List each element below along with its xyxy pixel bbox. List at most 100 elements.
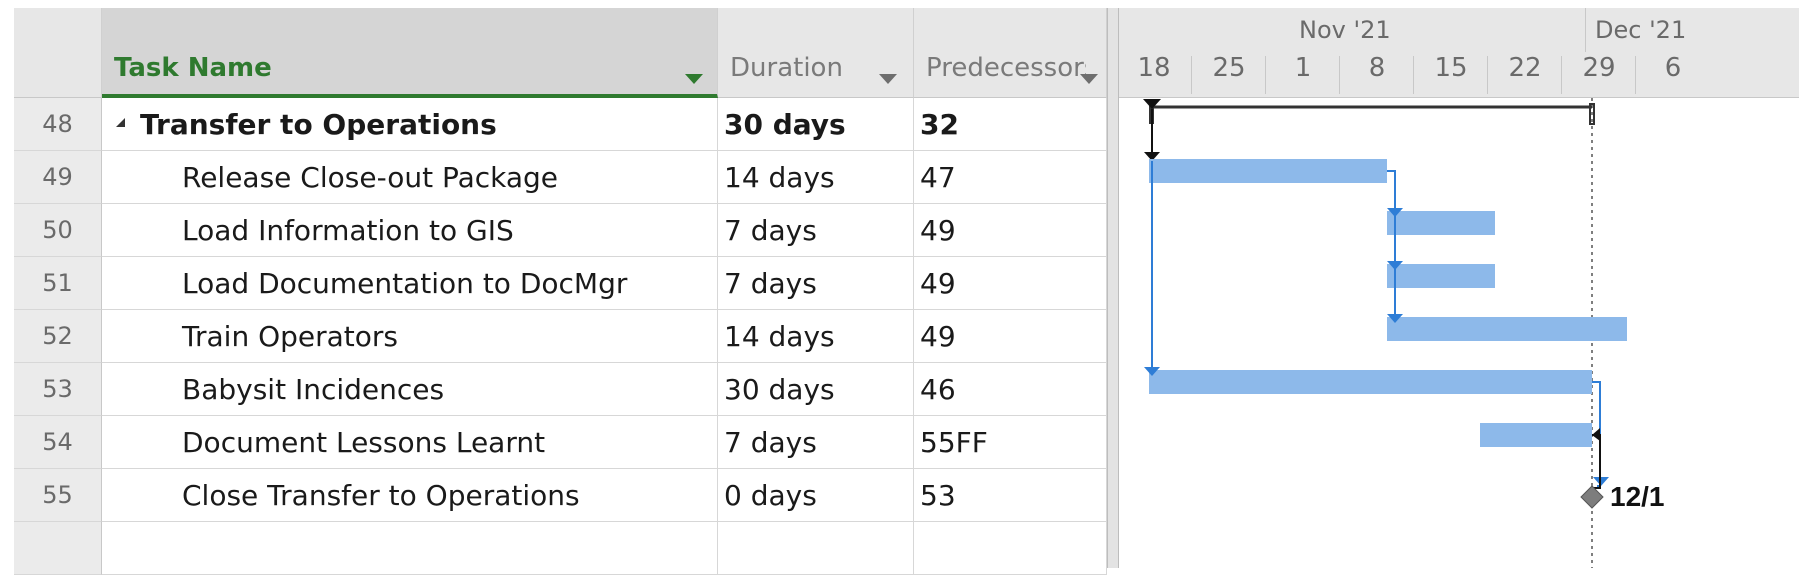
row-number[interactable]: 49 xyxy=(14,151,102,204)
week-tick xyxy=(1265,56,1266,94)
row-number[interactable]: 48 xyxy=(14,98,102,151)
gantt-bars-svg: 12/1 xyxy=(1143,98,1665,568)
week-tick xyxy=(1191,56,1192,94)
dependency-links xyxy=(1151,161,1601,487)
table-row[interactable]: 55 Close Transfer to Operations 0 days 5… xyxy=(14,469,1107,522)
week-label: 25 xyxy=(1212,53,1246,83)
task-name-cell[interactable]: Document Lessons Learnt xyxy=(102,416,718,469)
week-tick xyxy=(1487,56,1488,94)
duration-cell[interactable]: 7 days xyxy=(718,416,914,469)
timescale-header[interactable]: Nov '21 Dec '21 18 25 1 8 15 22 29 6 xyxy=(1119,8,1799,98)
predecessors-header-label: Predecessors xyxy=(926,53,1086,83)
week-tick xyxy=(1561,56,1562,94)
predecessors-cell[interactable]: 49 xyxy=(914,310,1107,363)
table-row[interactable]: 48 Transfer to Operations 30 days 32 xyxy=(14,98,1107,151)
task-name-cell[interactable]: Release Close-out Package xyxy=(102,151,718,204)
table-row[interactable]: 49 Release Close-out Package 14 days 47 xyxy=(14,151,1107,204)
task-name-text: Load Information to GIS xyxy=(182,214,514,247)
collapse-triangle-icon[interactable] xyxy=(116,118,125,127)
duration-cell[interactable]: 0 days xyxy=(718,469,914,522)
week-label: 6 xyxy=(1664,53,1682,83)
task-sheet: Task Name Duration Predecessors 48 Trans… xyxy=(14,8,1107,575)
duration-filter-dropdown-icon[interactable] xyxy=(879,74,897,84)
row-number-header[interactable] xyxy=(14,8,102,98)
task-name-filter-dropdown-icon[interactable] xyxy=(685,74,703,84)
row-number[interactable]: 52 xyxy=(14,310,102,363)
week-label: 15 xyxy=(1434,53,1468,83)
predecessors-cell[interactable]: 49 xyxy=(914,204,1107,257)
week-label: 29 xyxy=(1582,53,1616,83)
task-name-cell[interactable]: Close Transfer to Operations xyxy=(102,469,718,522)
duration-header-label: Duration xyxy=(730,53,843,83)
dependency-arrowheads xyxy=(1144,208,1609,486)
task-name-column-header[interactable]: Task Name xyxy=(102,8,718,98)
week-tick xyxy=(1339,56,1340,94)
predecessors-filter-dropdown-icon[interactable] xyxy=(1080,74,1098,84)
view-splitter[interactable] xyxy=(1107,8,1119,568)
task-name-cell[interactable]: Train Operators xyxy=(102,310,718,363)
predecessors-cell[interactable] xyxy=(914,522,1107,575)
task-bar-53[interactable] xyxy=(1149,370,1592,394)
predecessors-cell[interactable]: 32 xyxy=(914,98,1107,151)
task-name-header-label: Task Name xyxy=(114,53,272,83)
task-bar-49[interactable] xyxy=(1149,159,1387,183)
month-label-dec: Dec '21 xyxy=(1595,16,1687,44)
task-name-text: Train Operators xyxy=(182,320,399,353)
week-label: 22 xyxy=(1508,53,1542,83)
predecessors-cell[interactable]: 46 xyxy=(914,363,1107,416)
task-name-cell[interactable]: Babysit Incidences xyxy=(102,363,718,416)
table-row[interactable]: 51 Load Documentation to DocMgr 7 days 4… xyxy=(14,257,1107,310)
month-label-nov: Nov '21 xyxy=(1299,16,1391,44)
task-bar-50[interactable] xyxy=(1387,211,1495,235)
row-number[interactable] xyxy=(14,522,102,575)
task-bar-54[interactable] xyxy=(1480,423,1592,447)
row-number[interactable]: 50 xyxy=(14,204,102,257)
table-row[interactable]: 54 Document Lessons Learnt 7 days 55FF xyxy=(14,416,1107,469)
ff-arrow-icon xyxy=(1592,428,1600,441)
week-label: 1 xyxy=(1294,53,1312,83)
task-bar-51[interactable] xyxy=(1387,264,1495,288)
week-label: 18 xyxy=(1137,53,1171,83)
task-bar-52[interactable] xyxy=(1387,317,1627,341)
duration-cell[interactable]: 30 days xyxy=(718,98,914,151)
gantt-chart: Nov '21 Dec '21 18 25 1 8 15 22 29 6 xyxy=(1119,8,1799,568)
predecessors-column-header[interactable]: Predecessors xyxy=(914,8,1107,98)
summary-bar-48[interactable] xyxy=(1143,99,1595,125)
duration-cell[interactable] xyxy=(718,522,914,575)
predecessors-cell[interactable]: 47 xyxy=(914,151,1107,204)
task-name-text: Close Transfer to Operations xyxy=(182,479,580,512)
task-name-cell[interactable]: Transfer to Operations xyxy=(102,98,718,151)
task-name-cell[interactable]: Load Documentation to DocMgr xyxy=(102,257,718,310)
table-row[interactable]: 52 Train Operators 14 days 49 xyxy=(14,310,1107,363)
table-row[interactable]: 50 Load Information to GIS 7 days 49 xyxy=(14,204,1107,257)
ms-project-window: Task Name Duration Predecessors 48 Trans… xyxy=(14,8,1799,575)
duration-cell[interactable]: 7 days xyxy=(718,257,914,310)
milestone-diamond-icon[interactable] xyxy=(1580,485,1604,509)
task-name-cell[interactable]: Load Information to GIS xyxy=(102,204,718,257)
table-row-empty[interactable] xyxy=(14,522,1107,575)
week-tick xyxy=(1635,56,1636,94)
row-number[interactable]: 55 xyxy=(14,469,102,522)
task-name-text: Document Lessons Learnt xyxy=(182,426,546,459)
row-number[interactable]: 51 xyxy=(14,257,102,310)
row-number[interactable]: 54 xyxy=(14,416,102,469)
week-tick xyxy=(1413,56,1414,94)
duration-column-header[interactable]: Duration xyxy=(718,8,914,98)
task-name-text: Transfer to Operations xyxy=(140,108,497,141)
week-label: 8 xyxy=(1368,53,1386,83)
month-divider xyxy=(1585,8,1586,52)
row-number[interactable]: 53 xyxy=(14,363,102,416)
link-arrow-icon xyxy=(1144,152,1160,161)
milestone-date-label: 12/1 xyxy=(1610,481,1665,512)
task-name-text: Load Documentation to DocMgr xyxy=(182,267,628,300)
table-row[interactable]: 53 Babysit Incidences 30 days 46 xyxy=(14,363,1107,416)
duration-cell[interactable]: 14 days xyxy=(718,151,914,204)
duration-cell[interactable]: 7 days xyxy=(718,204,914,257)
task-name-text: Release Close-out Package xyxy=(182,161,559,194)
duration-cell[interactable]: 14 days xyxy=(718,310,914,363)
task-name-cell[interactable] xyxy=(102,522,718,575)
predecessors-cell[interactable]: 49 xyxy=(914,257,1107,310)
predecessors-cell[interactable]: 53 xyxy=(914,469,1107,522)
predecessors-cell[interactable]: 55FF xyxy=(914,416,1107,469)
duration-cell[interactable]: 30 days xyxy=(718,363,914,416)
